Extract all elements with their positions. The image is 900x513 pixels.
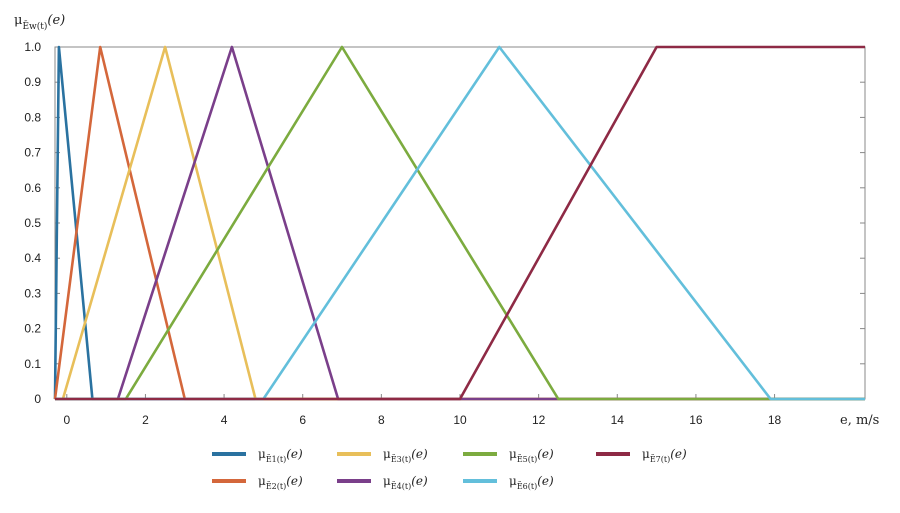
legend-label-arg: (e) <box>670 447 687 461</box>
legend-label-sub: Ẽ4(t) <box>391 482 411 491</box>
x-tick-label: 18 <box>768 413 782 427</box>
y-axis-title-sub: Ẽw(t) <box>22 20 47 32</box>
y-tick-label: 0.8 <box>24 110 41 124</box>
y-axis-title: μẼw(t)(e) <box>14 13 65 32</box>
series-line-1 <box>53 45 865 401</box>
x-tick-label: 14 <box>611 413 625 427</box>
y-tick-label: 0.2 <box>24 322 41 336</box>
x-tick-label: 10 <box>453 413 467 427</box>
x-tick-label: 4 <box>221 413 228 427</box>
legend-label-sub: Ẽ6(t) <box>517 482 537 491</box>
y-tick-label: 0.7 <box>24 146 41 160</box>
x-tick-label: 8 <box>378 413 385 427</box>
legend-label-sub: Ẽ5(t) <box>517 455 537 464</box>
y-tick-label: 0.5 <box>24 216 41 230</box>
legend-label-6: μẼ6(t)(e) <box>509 474 554 491</box>
y-tick-label: 0.3 <box>24 286 41 300</box>
y-axis: 0 0.1 0.2 0.3 0.4 0.5 0.6 0.7 0.8 0.9 1.0 <box>24 40 865 406</box>
series-line-2 <box>53 45 865 401</box>
x-tick-label: 12 <box>532 413 546 427</box>
series-line-7 <box>55 45 865 401</box>
x-tick-label: 16 <box>689 413 703 427</box>
series-line-6 <box>55 45 865 401</box>
legend-label-main: μ <box>509 474 517 488</box>
legend-label-arg: (e) <box>286 474 303 488</box>
x-axis: 0 2 4 6 8 10 12 14 16 18 <box>63 394 782 427</box>
x-tick-label: 2 <box>142 413 149 427</box>
legend-label-arg: (e) <box>537 474 554 488</box>
legend-label-main: μ <box>509 447 517 461</box>
plot-frame <box>54 46 866 400</box>
y-axis-title-arg: (e) <box>47 13 65 28</box>
y-tick-label: 0.9 <box>24 75 41 89</box>
legend-label-sub: Ẽ2(t) <box>266 482 286 491</box>
legend-label-arg: (e) <box>411 447 428 461</box>
legend-label-4: μẼ4(t)(e) <box>383 474 428 491</box>
legend-label-1: μẼ1(t)(e) <box>258 447 303 464</box>
legend-label-sub: Ẽ3(t) <box>391 455 411 464</box>
legend-label-arg: (e) <box>286 447 303 461</box>
y-axis-title-main: μ <box>14 13 22 28</box>
y-tick-label: 0 <box>34 392 41 406</box>
series-lines <box>53 45 865 401</box>
series-line-5 <box>55 45 865 401</box>
legend: μẼ1(t)(e)μẼ2(t)(e)μẼ3(t)(e)μẼ4(t)(e)μẼ5(… <box>212 447 687 491</box>
y-tick-label: 1.0 <box>24 40 41 54</box>
legend-label-main: μ <box>642 447 650 461</box>
legend-label-arg: (e) <box>411 474 428 488</box>
y-tick-label: 0.1 <box>24 357 41 371</box>
series-line-4 <box>55 45 865 401</box>
legend-label-main: μ <box>383 447 391 461</box>
legend-label-3: μẼ3(t)(e) <box>383 447 428 464</box>
y-tick-label: 0.6 <box>24 181 41 195</box>
y-tick-label: 0.4 <box>24 251 41 265</box>
legend-label-main: μ <box>258 474 266 488</box>
legend-label-7: μẼ7(t)(e) <box>642 447 687 464</box>
series-line-3 <box>55 45 865 401</box>
legend-label-main: μ <box>383 474 391 488</box>
legend-label-sub: Ẽ7(t) <box>650 455 670 464</box>
legend-label-2: μẼ2(t)(e) <box>258 474 303 491</box>
legend-label-5: μẼ5(t)(e) <box>509 447 554 464</box>
x-tick-label: 6 <box>299 413 306 427</box>
x-tick-label: 0 <box>63 413 70 427</box>
x-axis-title: e, m/s <box>840 413 879 428</box>
legend-label-arg: (e) <box>537 447 554 461</box>
legend-label-main: μ <box>258 447 266 461</box>
legend-label-sub: Ẽ1(t) <box>266 455 286 464</box>
